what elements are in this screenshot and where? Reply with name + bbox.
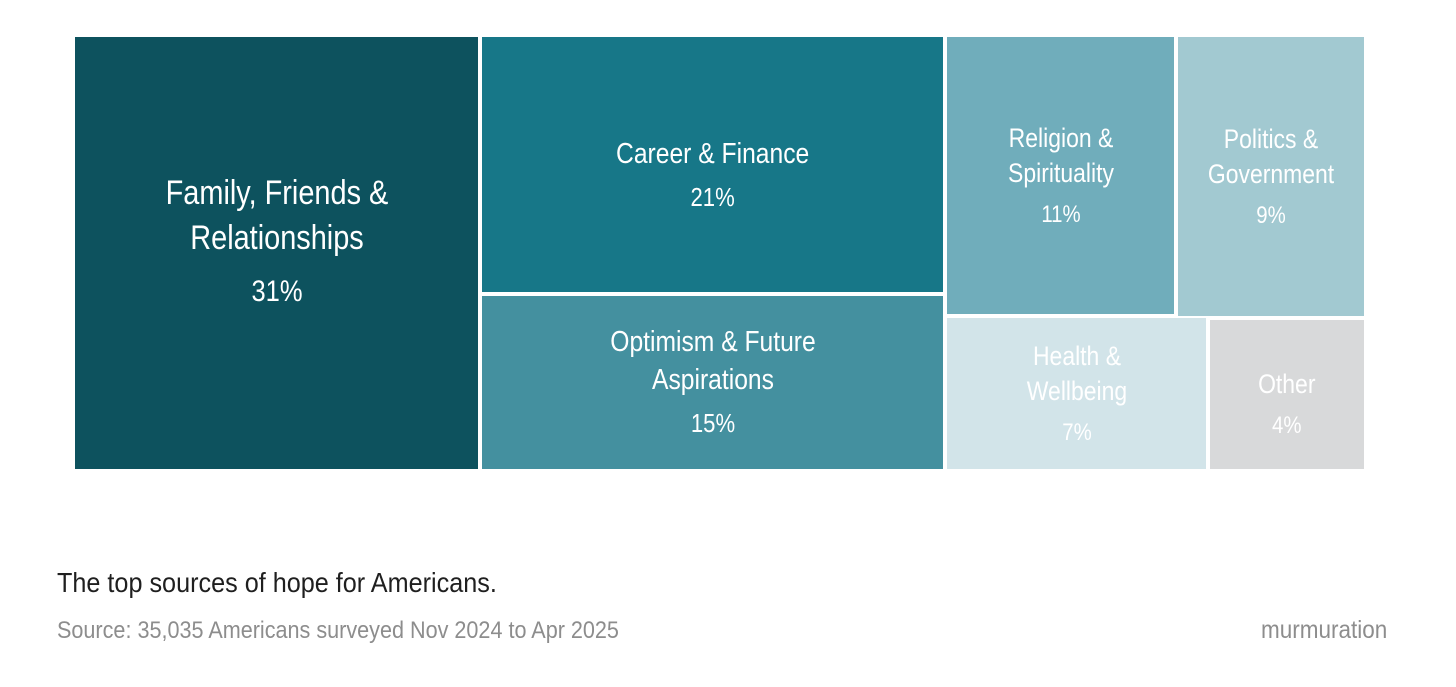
- treemap-tile-other[interactable]: Other 4%: [1210, 320, 1364, 469]
- treemap-tile-family-friends-relationships[interactable]: Family, Friends & Relationships 31%: [75, 37, 478, 469]
- tile-value: 9%: [1256, 202, 1286, 229]
- tile-label: Politics & Government: [1207, 123, 1335, 189]
- tile-content: Career & Finance 21%: [616, 136, 809, 215]
- treemap-tile-politics-government[interactable]: Politics & Government 9%: [1178, 37, 1364, 316]
- brand-wordmark: murmuration: [1260, 616, 1387, 644]
- treemap-chart: Family, Friends & Relationships 31% Care…: [75, 37, 1364, 469]
- tile-content: Optimism & Future Aspirations 15%: [585, 324, 840, 441]
- tile-value: 11%: [1040, 201, 1081, 228]
- tile-content: Other 4%: [1258, 367, 1315, 441]
- chart-source: Source: 35,035 Americans surveyed Nov 20…: [57, 617, 619, 644]
- footer-row: Source: 35,035 Americans surveyed Nov 20…: [57, 615, 1387, 646]
- tile-value: 15%: [690, 408, 735, 439]
- chart-title: The top sources of hope for Americans.: [57, 567, 497, 598]
- tile-content: Religion & Spirituality 11%: [988, 121, 1133, 230]
- tile-value: 4%: [1272, 412, 1302, 440]
- tile-label: Career & Finance: [615, 137, 810, 170]
- tile-label: Health & Wellbeing: [1026, 340, 1127, 406]
- treemap-tile-religion-spirituality[interactable]: Religion & Spirituality 11%: [947, 37, 1174, 314]
- footer: The top sources of hope for Americans. S…: [57, 566, 1387, 646]
- tile-value: 21%: [690, 182, 735, 213]
- treemap-tile-career-finance[interactable]: Career & Finance 21%: [482, 37, 943, 292]
- treemap-tile-optimism-future-aspirations[interactable]: Optimism & Future Aspirations 15%: [482, 296, 943, 469]
- tile-label: Optimism & Future Aspirations: [609, 325, 816, 396]
- tile-label: Family, Friends & Relationships: [165, 174, 388, 257]
- tile-label: Religion & Spirituality: [1007, 122, 1114, 188]
- treemap-tile-health-wellbeing[interactable]: Health & Wellbeing 7%: [947, 318, 1206, 469]
- tile-value: 7%: [1061, 419, 1092, 446]
- tile-content: Family, Friends & Relationships 31%: [145, 171, 409, 310]
- tile-content: Politics & Government 9%: [1192, 122, 1350, 231]
- tile-content: Health & Wellbeing 7%: [1013, 339, 1141, 448]
- tile-value: 31%: [250, 274, 303, 308]
- tile-label: Other: [1258, 369, 1316, 400]
